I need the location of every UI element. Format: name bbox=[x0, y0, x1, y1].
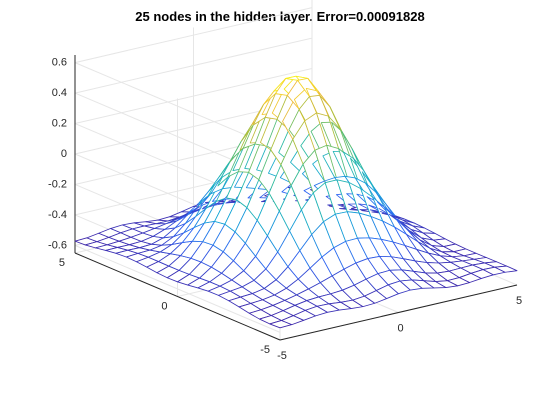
x-tick-label: -5 bbox=[277, 350, 287, 362]
y-tick-label: 0 bbox=[161, 300, 167, 312]
z-tick-label: -0.2 bbox=[48, 178, 67, 190]
mesh-cell bbox=[494, 265, 518, 273]
x-tick-label: 0 bbox=[397, 322, 403, 334]
x-tick-label: 5 bbox=[516, 295, 522, 307]
z-tick-label: -0.4 bbox=[48, 209, 67, 221]
y-tick-label: 5 bbox=[59, 257, 65, 269]
z-tick-label: 0 bbox=[61, 148, 67, 160]
x-axis-line bbox=[279, 284, 518, 341]
z-tick-label: 0.2 bbox=[52, 117, 67, 129]
surface-mesh bbox=[74, 75, 518, 329]
z-tick-label: 0.4 bbox=[52, 87, 67, 99]
y-axis-line bbox=[74, 252, 281, 341]
z-tick-label: -0.6 bbox=[48, 239, 67, 251]
tick-labels: -0.6 -0.4 -0.2 0 0.2 0.4 0.6 -5 0 5 -5 0 5 bbox=[48, 57, 522, 362]
z-tick-label: 0.6 bbox=[52, 57, 67, 69]
y-tick-label: -5 bbox=[260, 344, 270, 356]
chart-title: 25 nodes in the hidden layer. Error=0.00… bbox=[135, 9, 425, 24]
